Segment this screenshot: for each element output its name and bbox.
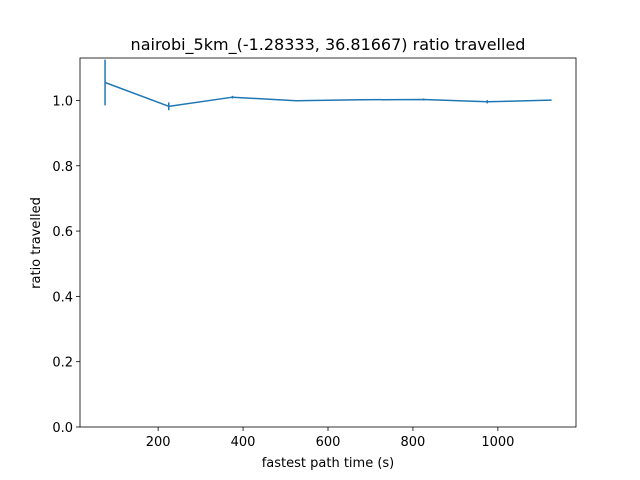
y-tick-label-3: 0.6	[52, 225, 73, 240]
y-axis-label: ratio travelled	[29, 197, 44, 289]
x-tick-label-0: 200	[146, 435, 171, 450]
x-tick-label-4: 1000	[481, 435, 514, 450]
x-tick-label-3: 800	[401, 435, 426, 450]
y-tick-label-5: 1.0	[52, 94, 73, 109]
series-line-0	[104, 81, 551, 108]
y-tick-label-2: 0.4	[52, 290, 73, 305]
x-axis-label: fastest path time (s)	[262, 456, 395, 471]
y-tick-label-0: 0.0	[52, 421, 73, 436]
x-tick-label-1: 400	[231, 435, 256, 450]
x-tick-label-2: 600	[316, 435, 341, 450]
chart-title: nairobi_5km_(-1.28333, 36.81667) ratio t…	[131, 35, 526, 55]
plot-area: 200 400 600 800 1000 0.0 0.2 0.4 0.6 0.8 1.0	[52, 57, 577, 450]
y-tick-label-1: 0.2	[52, 356, 73, 371]
y-tick-label-4: 0.8	[52, 160, 73, 175]
axes-frame	[79, 57, 577, 428]
